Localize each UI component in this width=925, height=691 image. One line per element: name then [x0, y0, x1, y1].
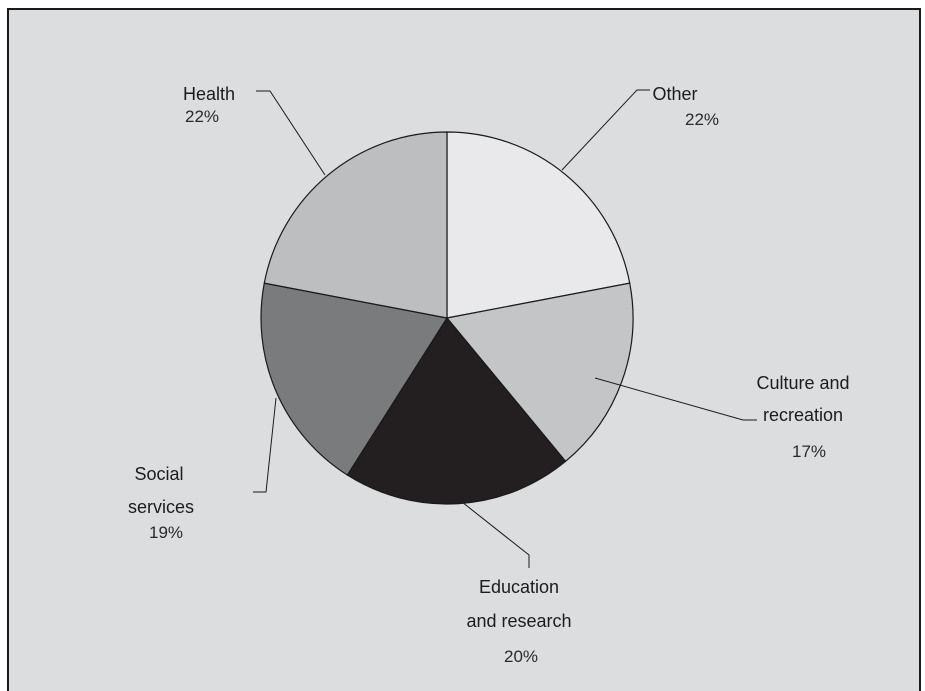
slice-value-label-1: 17%: [792, 442, 826, 461]
leader-line-3: [253, 397, 277, 493]
slice-label-2-1: and research: [466, 611, 571, 631]
slice-label-2-0: Education: [479, 577, 559, 597]
leader-line-0: [561, 89, 650, 171]
slice-label-1-0: Culture and: [756, 373, 849, 393]
slice-label-0-0: Other: [652, 84, 697, 104]
slice-value-label-2: 20%: [504, 647, 538, 666]
slice-label-3-0: Social: [134, 464, 183, 484]
slice-value-label-4: 22%: [185, 107, 219, 126]
slice-label-1-1: recreation: [763, 405, 843, 425]
slice-label-4-0: Health: [183, 84, 235, 104]
pie-slice-3: [260, 282, 448, 476]
pie-slice-2: [346, 316, 567, 505]
pie-slice-4: [263, 131, 448, 319]
pie-slice-0: [446, 131, 631, 319]
slice-label-3-1: services: [128, 497, 194, 517]
slice-value-label-3: 19%: [149, 523, 183, 542]
leader-line-2: [461, 501, 530, 568]
leader-line-4: [256, 90, 326, 176]
leader-line-1: [594, 377, 757, 421]
pie-slice-1: [445, 282, 634, 463]
slice-value-label-0: 22%: [685, 110, 719, 129]
